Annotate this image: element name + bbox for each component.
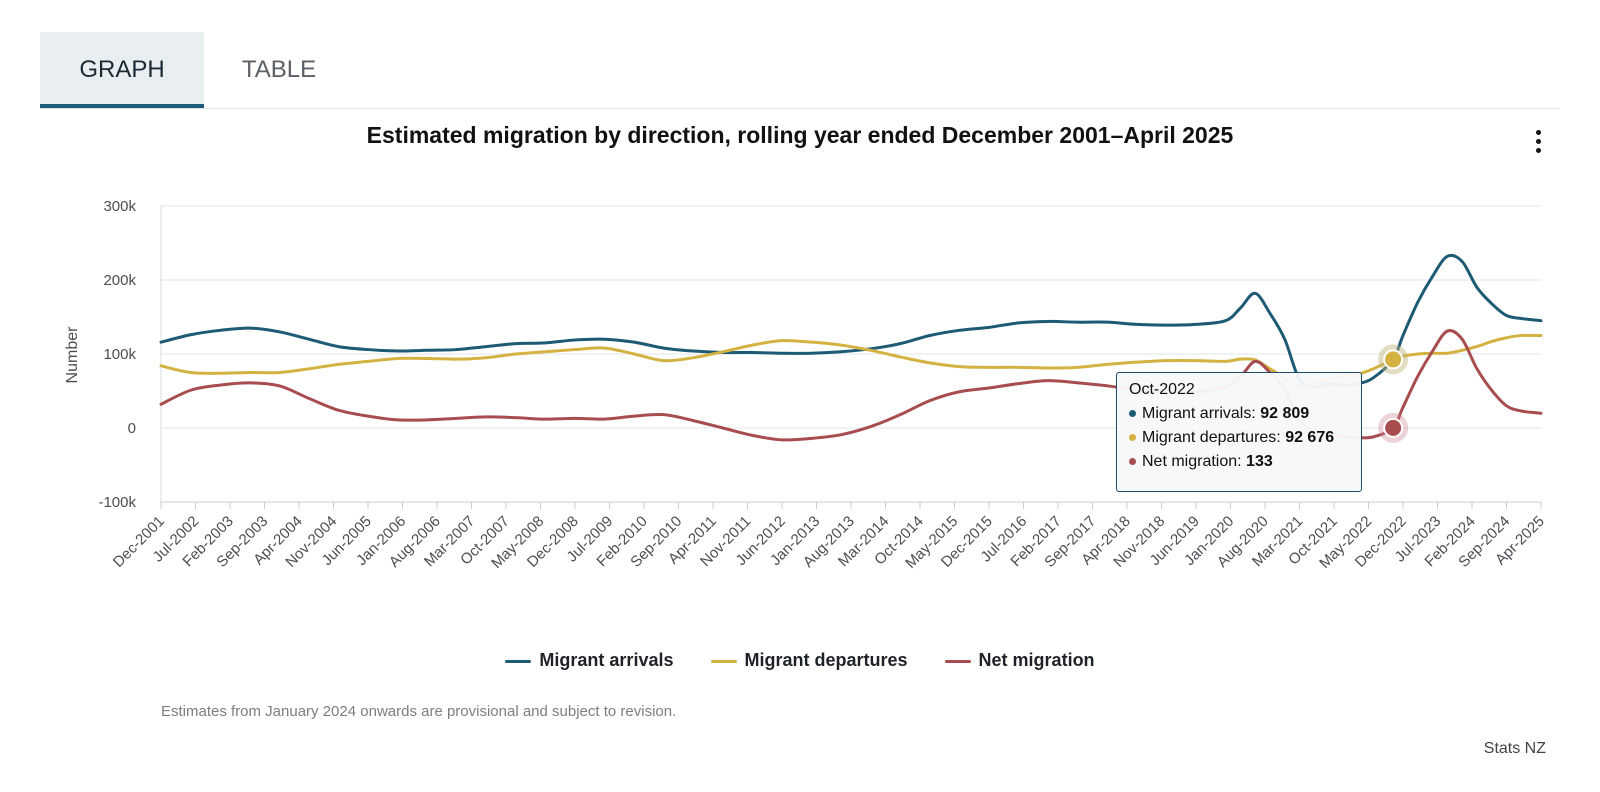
- legend-label-net: Net migration: [978, 650, 1095, 670]
- line-chart: -100k 0 100k 200k 300k Number Dec-2001Jul-20…: [64, 198, 1548, 572]
- y-tick-label: 200k: [103, 272, 136, 289]
- tooltip-value-departures: 92 676: [1285, 429, 1335, 446]
- legend-item-net[interactable]: Net migration: [944, 650, 1095, 671]
- legend-swatch-net: [944, 659, 971, 663]
- y-tick-label: 100k: [103, 346, 136, 363]
- legend-label-arrivals: Migrant arrivals: [539, 650, 674, 670]
- legend-item-departures[interactable]: Migrant departures: [710, 650, 908, 671]
- tab-graph[interactable]: GRAPH: [40, 32, 204, 108]
- tooltip-row-arrivals: Migrant arrivals: 92 809: [1129, 405, 1349, 423]
- tab-table[interactable]: TABLE: [241, 56, 317, 83]
- x-axis: Dec-2001Jul-2002Feb-2003Sep-2003Apr-2004…: [110, 501, 1548, 572]
- chart-title: Estimated migration by direction, rollin…: [366, 122, 1234, 148]
- tooltip-dot-arrivals: [1129, 410, 1136, 418]
- tooltip-dot-departures: [1129, 434, 1136, 442]
- legend-label-departures: Migrant departures: [744, 650, 908, 670]
- y-tick-label: -100k: [98, 494, 136, 511]
- chart-footnote: Estimates from January 2024 onwards are …: [161, 703, 677, 720]
- y-tick-label: 300k: [103, 198, 136, 215]
- tooltip-value-net: 133: [1246, 453, 1273, 470]
- chart-credit[interactable]: Stats NZ: [1483, 740, 1546, 757]
- y-axis-title: Number: [64, 326, 81, 384]
- kebab-menu-icon[interactable]: [1530, 130, 1546, 162]
- tooltip-label-net: Net migration:: [1142, 453, 1247, 470]
- tooltip-row-net: Net migration: 133: [1129, 453, 1349, 471]
- legend-swatch-arrivals: [505, 659, 532, 663]
- y-axis: -100k 0 100k 200k 300k: [98, 198, 162, 511]
- series-line-arrivals: [159, 253, 1543, 389]
- y-tick-label: 0: [128, 420, 136, 437]
- chart-legend: Migrant arrivals Migrant departures Net …: [0, 650, 1600, 671]
- tooltip-value-arrivals: 92 809: [1260, 405, 1310, 422]
- legend-swatch-departures: [710, 659, 737, 663]
- tooltip-date: Oct-2022: [1129, 381, 1195, 398]
- hover-marker-point: [1383, 417, 1404, 438]
- hover-marker-point: [1383, 349, 1404, 370]
- tooltip-row-departures: Migrant departures: 92 676: [1129, 429, 1349, 447]
- legend-item-arrivals[interactable]: Migrant arrivals: [505, 650, 673, 671]
- tab-bar: GRAPH TABLE: [40, 32, 1560, 109]
- series-line-net: [159, 329, 1543, 442]
- hover-markers: [1378, 344, 1409, 443]
- tooltip-label-departures: Migrant departures:: [1142, 429, 1286, 446]
- tooltip-dot-net: [1129, 458, 1136, 466]
- chart-tooltip: Oct-2022 Migrant arrivals: 92 809 Migran…: [1116, 372, 1362, 492]
- tooltip-label-arrivals: Migrant arrivals:: [1142, 405, 1261, 422]
